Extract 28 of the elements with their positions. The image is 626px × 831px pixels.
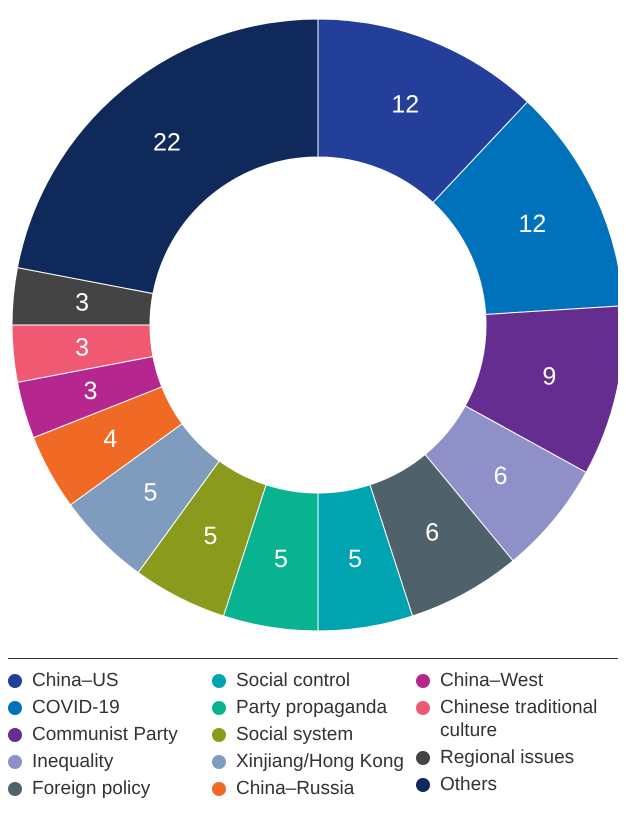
legend-label: Communist Party [32,723,179,746]
data-label: 3 [83,377,98,406]
legend-label: China–US [32,669,120,692]
data-label: 6 [494,462,508,490]
legend-label: Chinese traditional culture [440,696,598,742]
legend-label: Regional issues [440,746,576,769]
data-label: 12 [518,210,546,238]
data-label: 6 [425,518,440,547]
legend-label: COVID-19 [32,696,121,719]
legend-label: Foreign policy [32,777,152,800]
data-label: 5 [348,545,362,574]
legend-label: Inequality [32,750,114,773]
data-label: 3 [75,333,90,362]
legend-label: China–West [440,669,544,692]
data-label: 5 [203,522,218,550]
legend-label: Others [440,773,498,796]
data-label: 3 [75,288,90,317]
data-label: 4 [103,425,118,454]
legend-label: China–Russia [236,777,356,800]
legend-label: Xinjiang/Hong Kong [236,750,405,773]
data-label: 5 [274,545,288,574]
legend-label: Party propaganda [236,696,388,719]
legend-label: Social system [236,723,354,746]
data-label: 22 [153,128,181,156]
data-label: 9 [542,362,556,391]
data-label: 12 [391,90,420,119]
data-label: 5 [143,478,158,507]
legend-label: Social control [236,669,352,692]
